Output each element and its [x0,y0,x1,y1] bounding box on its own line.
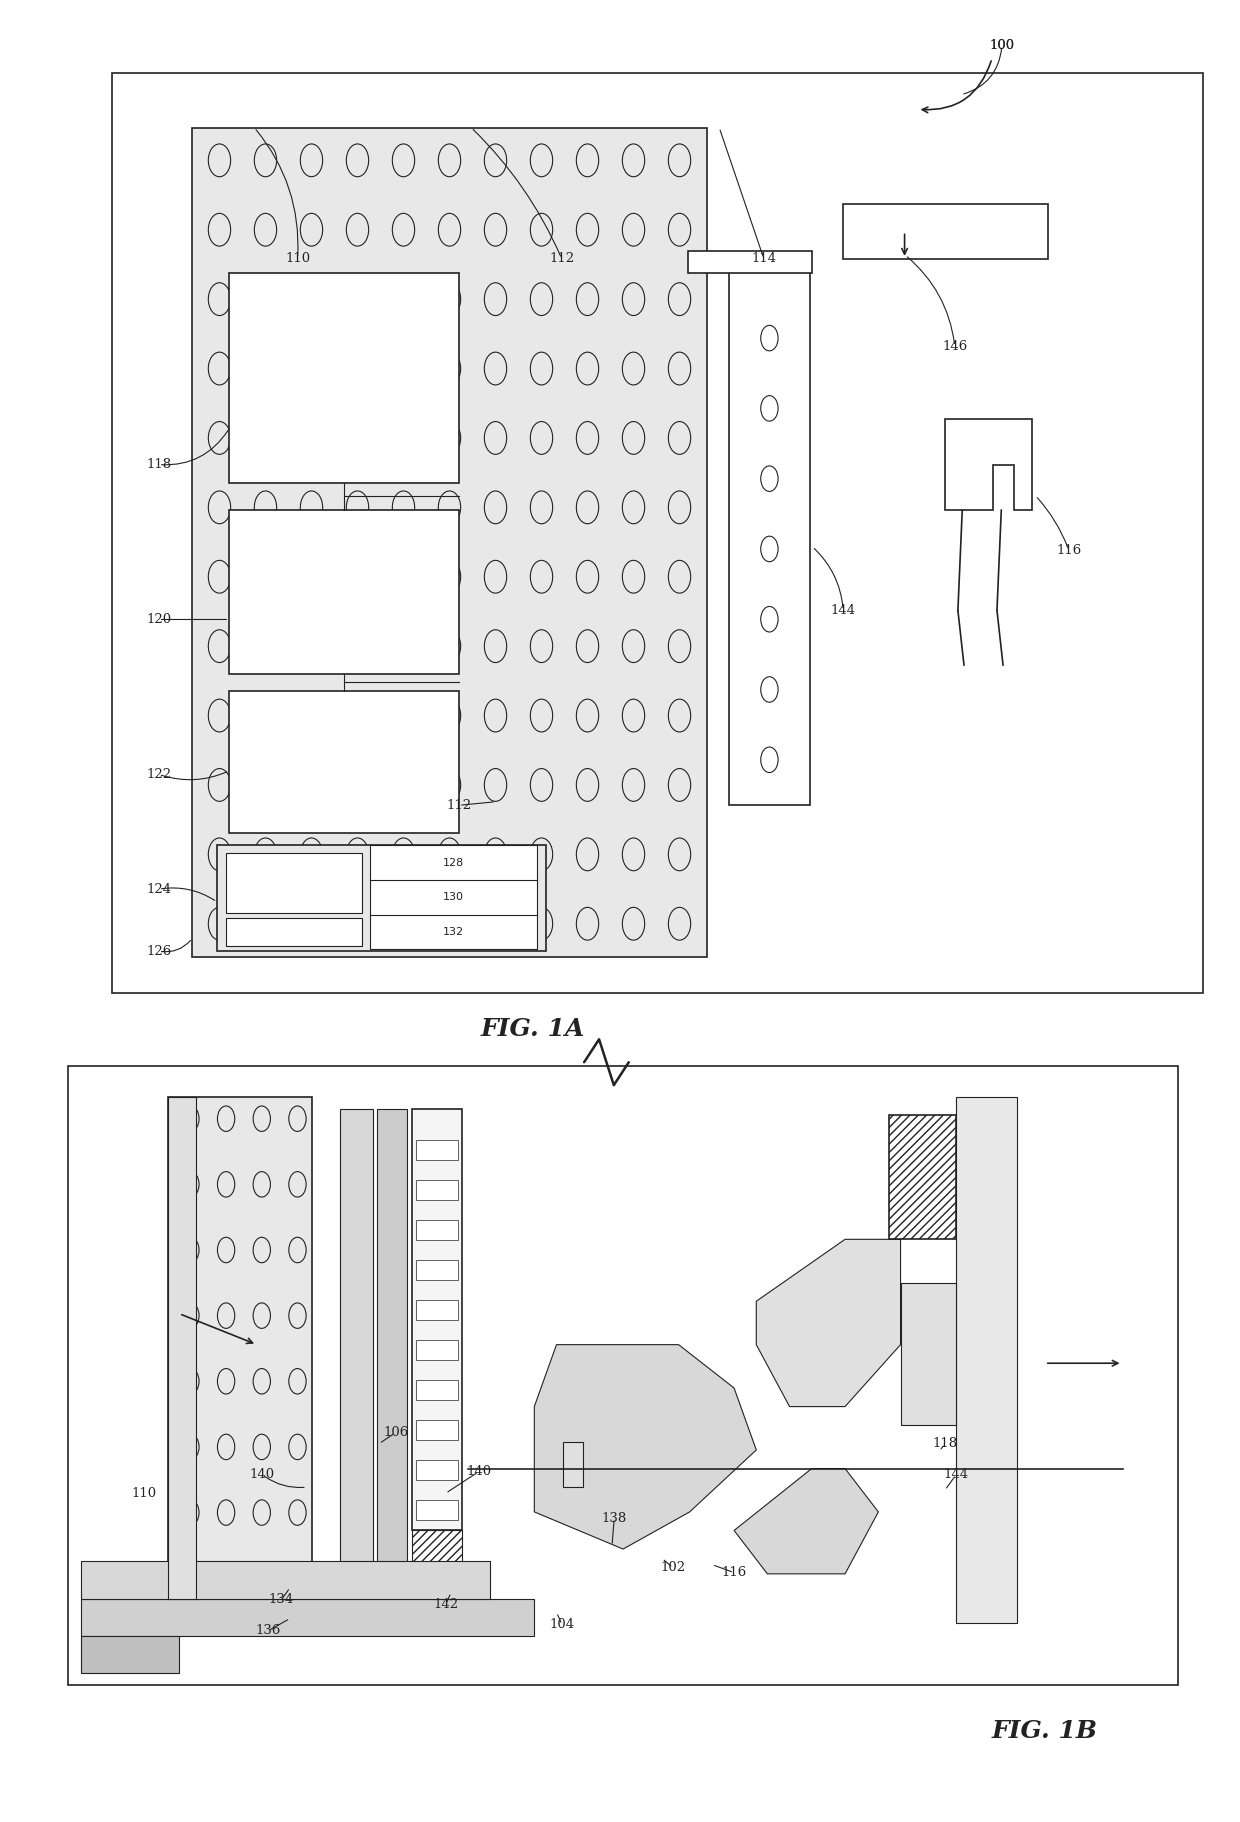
Text: 116: 116 [722,1567,746,1580]
Text: 104: 104 [549,1618,574,1631]
Bar [688,251,812,273]
Text: 112: 112 [446,798,471,813]
Bar [68,1066,1178,1685]
Polygon shape [534,1345,756,1549]
Bar [112,73,1203,993]
Text: 144: 144 [944,1469,968,1481]
Bar [377,1110,407,1611]
Text: 144: 144 [831,603,856,618]
Bar [229,691,459,833]
Bar [889,1115,956,1239]
Text: 136: 136 [255,1625,280,1638]
Bar [192,128,707,957]
Text: 114: 114 [751,251,776,266]
Bar [412,1110,463,1530]
Text: 118: 118 [932,1438,957,1450]
Bar [563,1441,583,1487]
Text: 132: 132 [443,927,464,937]
Bar [229,510,459,674]
Text: 140: 140 [466,1465,491,1478]
Bar [81,1561,490,1598]
Text: 134: 134 [269,1594,294,1607]
Text: 106: 106 [383,1427,408,1439]
Bar [900,1283,956,1425]
Text: 128: 128 [443,858,464,867]
Bar [415,1261,459,1279]
Polygon shape [734,1469,878,1574]
Polygon shape [756,1239,900,1407]
Text: 122: 122 [146,767,171,782]
Text: 120: 120 [146,612,171,627]
Bar [415,1459,459,1479]
Bar [415,1500,459,1520]
Text: 110: 110 [285,251,310,266]
Bar [415,1299,459,1319]
Bar [415,1339,459,1359]
Bar [169,1097,312,1611]
Text: 116: 116 [1056,543,1081,558]
Text: 110: 110 [131,1487,156,1500]
Bar [415,1419,459,1439]
Text: FIG. 1A: FIG. 1A [481,1017,585,1042]
Bar [415,1221,459,1241]
Text: 140: 140 [249,1469,275,1481]
Text: 100: 100 [990,38,1014,53]
Bar [81,1598,534,1636]
Text: 100: 100 [990,38,1014,53]
Bar [217,845,546,951]
Bar [226,918,362,946]
Text: 138: 138 [601,1512,627,1525]
Text: 112: 112 [549,251,574,266]
Bar [956,1097,1017,1623]
Text: 130: 130 [443,893,464,902]
Bar [229,273,459,483]
Bar [81,1636,180,1673]
Bar [415,1141,459,1161]
Bar [226,853,362,913]
Text: 126: 126 [146,944,171,958]
Text: FIG. 1B: FIG. 1B [992,1718,1097,1744]
Bar [340,1110,373,1611]
Bar [415,1181,459,1201]
Bar [415,1379,459,1399]
Bar [169,1097,196,1598]
Text: 146: 146 [942,339,967,353]
Bar [370,845,537,949]
Bar [412,1530,463,1623]
Text: 102: 102 [661,1561,686,1574]
Text: 142: 142 [433,1598,458,1611]
Bar [729,268,810,805]
Text: 118: 118 [146,457,171,472]
Bar [843,204,1048,259]
Text: 124: 124 [146,882,171,896]
